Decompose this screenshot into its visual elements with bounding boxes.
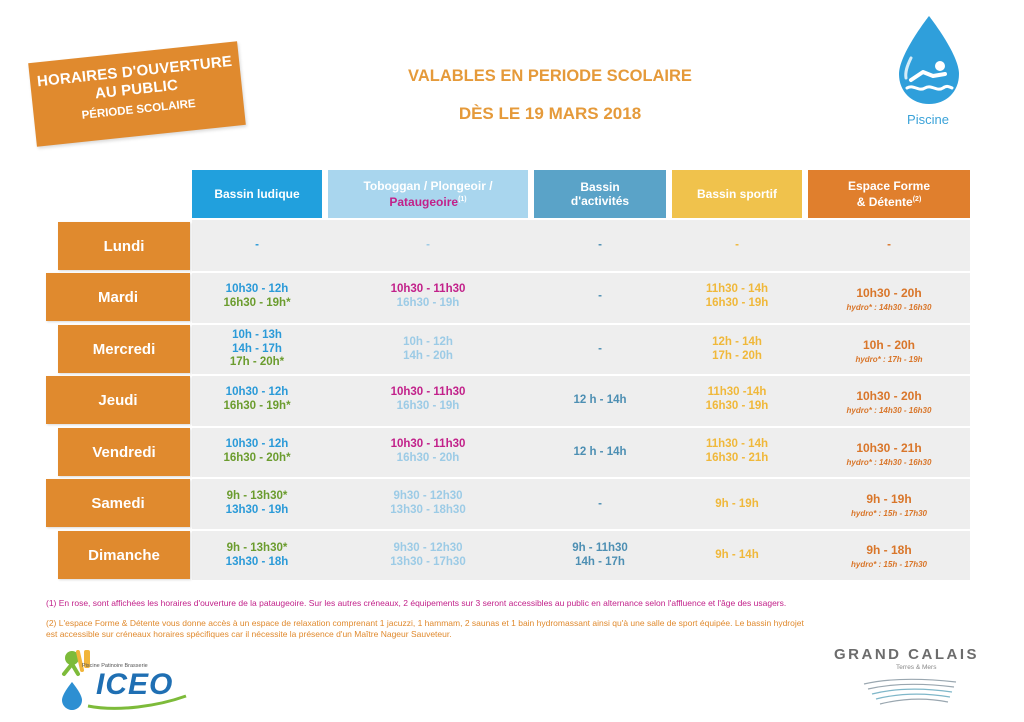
day-label-lundi: Lundi <box>58 222 190 270</box>
column-header-label: Bassin ludique <box>214 187 300 201</box>
footnote-2-line-1: (2) L'espace Forme & Détente vous donne … <box>46 618 804 628</box>
cell-dimanche-toboggan: 9h30 - 12h30 13h30 - 17h30 <box>390 542 466 568</box>
cell-jeudi-sportif: 11h30 -14h 16h30 - 19h <box>705 386 769 412</box>
column-header-label: Toboggan / Plongeoir / <box>363 179 493 193</box>
hydro-note: hydro* : 14h30 - 16h30 <box>846 406 932 415</box>
cell-lundi-activites: - <box>598 239 602 251</box>
cell-samedi-toboggan: 9h30 - 12h30 13h30 - 18h30 <box>390 490 466 516</box>
day-label-jeudi: Jeudi <box>46 376 190 424</box>
day-label-mardi: Mardi <box>46 273 190 321</box>
row-divider <box>192 477 970 479</box>
cell-vendredi-forme: 10h30 - 21h hydro* : 14h30 - 16h30 <box>808 441 970 469</box>
cell-vendredi-activites: 12 h - 14h <box>573 446 627 458</box>
cell-samedi-sportif: 9h - 19h <box>715 498 759 510</box>
column-header-bassin-activites: Bassin d'activités <box>534 170 666 218</box>
headline-date: DÈS LE 19 MARS 2018 <box>458 104 642 123</box>
footnote-ref-2: (2) <box>912 196 922 203</box>
day-label-mercredi: Mercredi <box>58 325 190 373</box>
cell-mercredi-ludique: 10h - 13h 14h - 17h 17h - 20h* <box>229 329 285 368</box>
row-divider <box>192 374 970 376</box>
cell-mardi-forme: 10h30 - 20h hydro* : 14h30 - 16h30 <box>808 286 970 314</box>
row-divider <box>192 426 970 428</box>
day-label-dimanche: Dimanche <box>58 531 190 579</box>
cell-mercredi-sportif: 12h - 14h 17h - 20h <box>712 336 762 362</box>
column-header-espace-forme: Espace Forme & Détente(2) <box>808 170 970 218</box>
row-divider <box>192 271 970 273</box>
day-label-vendredi: Vendredi <box>58 428 190 476</box>
cell-lundi-ludique: - <box>255 239 259 251</box>
column-header-label: Bassin <box>580 180 620 194</box>
column-header-bassin-sportif: Bassin sportif <box>672 170 802 218</box>
cell-dimanche-ludique: 9h - 13h30* 13h30 - 18h <box>225 542 289 568</box>
headline-validity: VALABLES EN PERIODE SCOLAIRE <box>408 67 692 85</box>
column-header-label: d'activités <box>570 194 630 208</box>
cell-samedi-ludique: 9h - 13h30* 13h30 - 19h <box>225 490 289 516</box>
cell-mercredi-toboggan: 10h - 12h 14h - 20h <box>403 336 453 362</box>
cell-vendredi-sportif: 11h30 - 14h 16h30 - 21h <box>705 438 769 464</box>
hydro-note: hydro* : 14h30 - 16h30 <box>846 458 932 467</box>
row-divider <box>192 323 970 325</box>
cell-jeudi-toboggan: 10h30 - 11h30 16h30 - 19h <box>390 386 466 412</box>
column-header-toboggan: Toboggan / Plongeoir / Pataugeoire(1) <box>328 170 528 218</box>
footnote-1: (1) En rose, sont affichées les horaires… <box>46 598 787 608</box>
column-header-bassin-ludique: Bassin ludique <box>192 170 322 218</box>
row-divider <box>192 529 970 531</box>
hydro-note: hydro* : 15h - 17h30 <box>850 560 928 569</box>
hydro-note: hydro* : 15h - 17h30 <box>850 509 928 518</box>
cell-jeudi-ludique: 10h30 - 12h 16h30 - 19h* <box>223 386 291 412</box>
column-header-label: Bassin sportif <box>696 187 777 201</box>
footnote-ref-1: (1) <box>458 196 467 203</box>
cell-mardi-ludique: 10h30 - 12h 16h30 - 19h* <box>223 283 291 309</box>
iceo-wordmark: ICEO <box>96 668 174 701</box>
opening-hours-badge: HORAIRES D'OUVERTURE AU PUBLIC PÉRIODE S… <box>28 41 246 147</box>
cell-lundi-sportif: - <box>735 239 739 251</box>
hydro-note: hydro* : 17h - 19h <box>855 355 923 364</box>
grand-calais-title: GRAND CALAIS <box>834 646 979 663</box>
iceo-logo <box>62 650 187 710</box>
schedule-table-background <box>192 220 970 580</box>
cell-mardi-sportif: 11h30 - 14h 16h30 - 19h <box>705 283 769 309</box>
column-header-label: Espace Forme <box>847 179 931 193</box>
cell-jeudi-forme: 10h30 - 20h hydro* : 14h30 - 16h30 <box>808 389 970 417</box>
cell-dimanche-sportif: 9h - 14h <box>715 549 759 561</box>
column-header-label: & Détente <box>856 195 913 209</box>
cell-lundi-forme: - <box>887 239 891 251</box>
day-label-samedi: Samedi <box>46 479 190 527</box>
swimmer-drop-icon <box>899 16 959 104</box>
cell-vendredi-ludique: 10h30 - 12h 16h30 - 20h* <box>223 438 291 464</box>
grand-calais-waves-icon <box>863 678 957 705</box>
footnote-2: (2) L'espace Forme & Détente vous donne … <box>46 618 946 640</box>
cell-dimanche-activites: 9h - 11h30 14h - 17h <box>572 542 628 568</box>
cell-mercredi-forme: 10h - 20h hydro* : 17h - 19h <box>808 338 970 366</box>
cell-samedi-activites: - <box>598 498 602 510</box>
cell-mercredi-activites: - <box>598 343 602 355</box>
cell-lundi-toboggan: - <box>426 239 430 251</box>
footnote-2-line-2: est accessible sur créneaux horaires spé… <box>46 629 452 639</box>
hydro-note: hydro* : 14h30 - 16h30 <box>846 303 932 312</box>
cell-vendredi-toboggan: 10h30 - 11h30 16h30 - 20h <box>390 438 466 464</box>
cell-samedi-forme: 9h - 19h hydro* : 15h - 17h30 <box>808 492 970 520</box>
piscine-label: Piscine <box>907 112 949 127</box>
column-header-pataugeoire: Pataugeoire <box>389 195 459 209</box>
cell-mardi-toboggan: 10h30 - 11h30 16h30 - 19h <box>390 283 466 309</box>
grand-calais-subtitle: Terres & Mers <box>896 664 937 671</box>
iceo-tagline: Piscine Patinoire Brasserie <box>82 663 148 669</box>
cell-mardi-activites: - <box>598 290 602 302</box>
cell-jeudi-activites: 12 h - 14h <box>573 394 627 406</box>
cell-dimanche-forme: 9h - 18h hydro* : 15h - 17h30 <box>808 543 970 571</box>
